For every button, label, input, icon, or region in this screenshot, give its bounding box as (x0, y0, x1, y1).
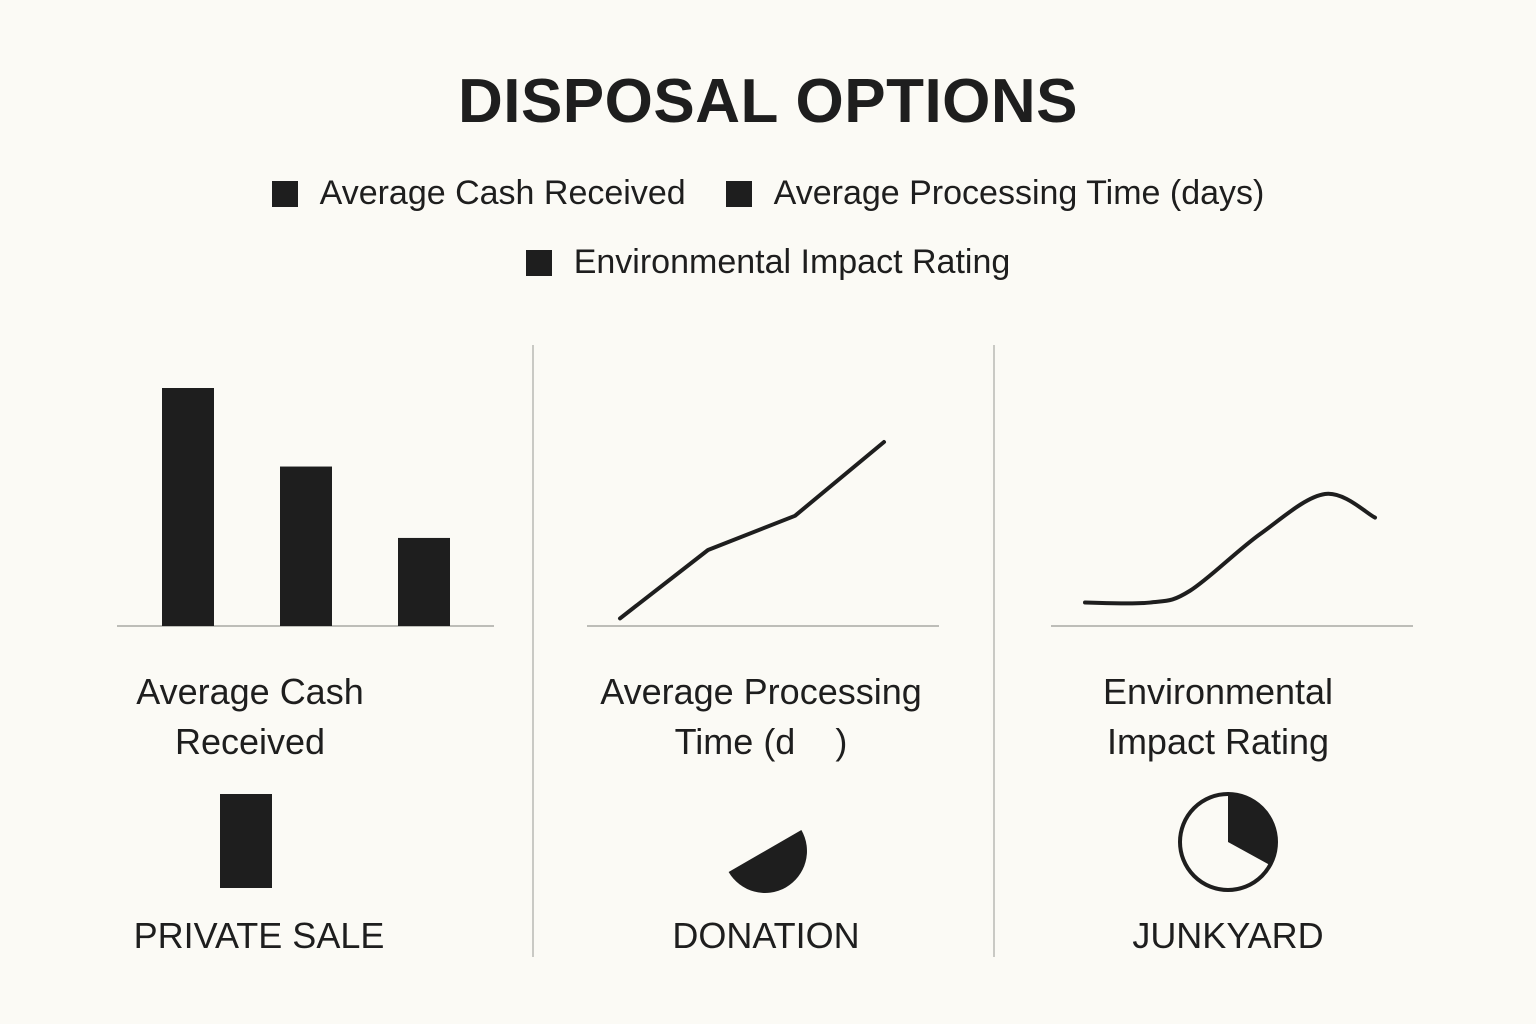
legend-swatch-square-icon (725, 180, 752, 207)
panel-divider (532, 345, 534, 957)
environmental-impact-curve (1083, 491, 1377, 606)
panel-label-cash: Average Cash Received (40, 667, 460, 767)
chart-title: DISPOSAL OPTIONS (457, 67, 1079, 136)
legend-item-cash: Average Cash Received (271, 174, 686, 213)
legend-label: Environmental Impact Rating (573, 243, 1011, 281)
legend-item-environmental-impact: Environmental Impact Rating (525, 243, 1011, 282)
option-label-junkyard: JUNKYARD (1132, 915, 1324, 956)
panel-label-text: Average Cash Received (136, 671, 364, 762)
legend-item-processing-time: Average Processing Time (days) (725, 174, 1265, 213)
legend-row-1: Average Cash Received Average Processing… (0, 174, 1536, 213)
pie-wedge-icon (1228, 794, 1277, 866)
panel-label-text: Environmental Impact Rating (1102, 671, 1334, 762)
bar-1 (162, 388, 214, 626)
bar-3 (398, 537, 450, 626)
bar-2 (280, 466, 332, 626)
legend-label: Average Cash Received (319, 174, 686, 212)
option-label-donation: DONATION (672, 915, 860, 956)
panel-label-processing-time: Average Processing Time (d ) (551, 667, 971, 767)
filled-rectangle-icon (220, 794, 272, 888)
option-label-private-sale: PRIVATE SALE (133, 915, 385, 956)
panel-divider (993, 345, 995, 957)
legend-swatch-square-icon (271, 180, 298, 207)
processing-time-line (618, 440, 886, 621)
half-disc-icon (728, 830, 807, 893)
legend-label: Average Processing Time (days) (773, 174, 1265, 212)
legend-swatch-square-icon (525, 249, 552, 276)
panel-label-environmental-impact: Environmental Impact Rating (1008, 667, 1428, 767)
panel-label-text: Average Processing Time (d ) (600, 671, 932, 762)
legend-row-2: Environmental Impact Rating (0, 243, 1536, 282)
